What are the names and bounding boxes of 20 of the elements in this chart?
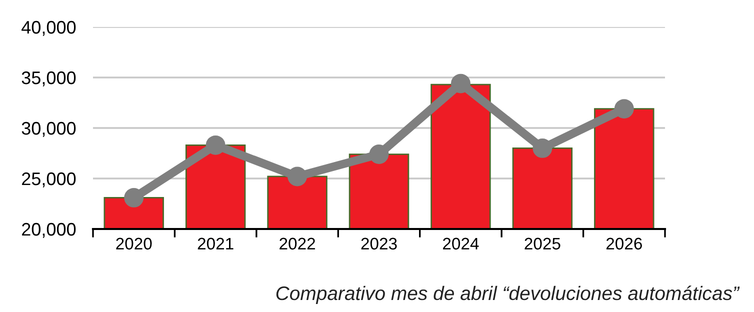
- x-tick-label: 2021: [198, 238, 234, 250]
- y-tick-label: 25,000: [22, 172, 76, 188]
- x-tick-label: 2024: [443, 238, 479, 250]
- y-tick-label: 20,000: [22, 222, 76, 238]
- point: [532, 138, 552, 158]
- y-tick-label: 30,000: [22, 122, 76, 137]
- x-tick-label: 2023: [361, 238, 397, 250]
- text: Comparativo mes de abril “devoluciones automáticas”: [276, 286, 740, 304]
- x-tick-label: 2022: [280, 238, 315, 250]
- point: [206, 135, 226, 155]
- point: [614, 99, 634, 119]
- point: [450, 74, 470, 94]
- point: [288, 166, 308, 186]
- y-tick-label: 35,000: [22, 71, 76, 86]
- x-tick-label: 2025: [524, 238, 560, 250]
- x-tick-label: 2020: [116, 238, 152, 250]
- x-tick-label: 2026: [606, 238, 642, 250]
- y-tick-label: 40,000: [22, 20, 76, 36]
- point: [124, 188, 144, 208]
- point: [369, 144, 389, 164]
